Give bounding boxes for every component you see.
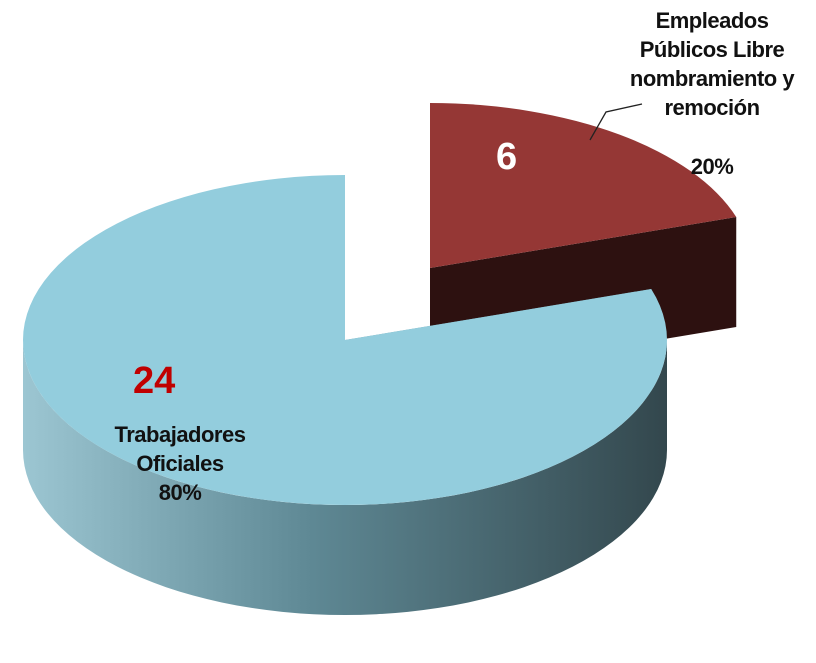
slice (430, 103, 737, 268)
percent-label: 80% (158, 480, 202, 505)
value-label: 6 (496, 136, 518, 178)
slice (22, 175, 667, 505)
leader-line (589, 103, 643, 141)
slice-side (23, 340, 667, 615)
category-label: Trabajadores Oficiales (114, 422, 246, 476)
category-label: Empleados Públicos Libre nombramiento y … (629, 8, 795, 120)
percent-label: 20% (690, 154, 734, 179)
value-label: 24 (133, 360, 176, 402)
